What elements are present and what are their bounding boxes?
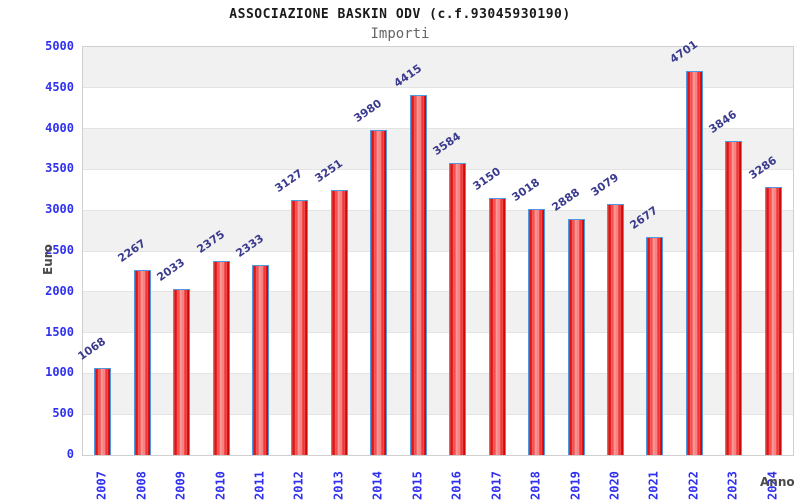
grid-band (83, 291, 793, 333)
x-axis-title: Anno (760, 475, 795, 489)
x-tick-label: 2020 (607, 471, 622, 500)
y-tick-label: 0 (66, 447, 74, 461)
y-tick-label: 4500 (45, 79, 74, 94)
x-tick-label: 2017 (489, 471, 504, 500)
grid-band (83, 168, 793, 210)
bar-2010 (212, 261, 230, 455)
bar-2023 (725, 141, 743, 455)
x-tick-label: 2019 (568, 471, 583, 500)
x-tick-label: 2013 (331, 471, 346, 500)
bar-2024 (764, 186, 782, 455)
bar-2008 (133, 270, 151, 455)
grid-band (83, 414, 793, 456)
grid-band (83, 86, 793, 128)
x-tick-label: 2021 (646, 471, 661, 500)
y-axis-title: Euro (41, 244, 55, 275)
grid-band (83, 373, 793, 415)
chart-subtitle: Importi (370, 26, 430, 42)
x-tick-label: 2022 (686, 471, 701, 500)
y-tick-label: 1000 (45, 365, 74, 380)
x-tick-label: 2008 (134, 471, 149, 500)
x-tick-label: 2009 (173, 471, 188, 500)
y-tick-label: 3000 (45, 202, 74, 217)
y-tick-label: 500 (52, 406, 74, 421)
y-tick-label: 2500 (45, 243, 74, 257)
grid-band (83, 127, 793, 169)
bar-2017 (488, 197, 506, 455)
bar-2018 (528, 208, 546, 455)
x-tick-label: 2023 (725, 471, 740, 500)
bar-2015 (409, 94, 427, 455)
grid-band (83, 47, 793, 87)
chart-title: ASSOCIAZIONE BASKIN ODV (c.f.93045930190… (229, 7, 571, 22)
y-tick-label: 4000 (45, 120, 74, 135)
bar-2007 (94, 367, 112, 455)
x-tick-label: 2015 (410, 471, 425, 500)
bar-2014 (370, 130, 388, 455)
x-tick-label: 2010 (213, 471, 228, 500)
x-tick-label: 2012 (291, 471, 306, 500)
x-tick-label: 2016 (449, 471, 464, 500)
bar-2020 (607, 203, 624, 455)
y-tick-label: 5000 (45, 39, 74, 53)
bar-2011 (252, 264, 269, 455)
bar-2013 (330, 189, 348, 455)
y-tick-label: 2000 (45, 283, 74, 298)
plot-bands (83, 47, 793, 456)
bar-2012 (291, 199, 309, 455)
grid-band (83, 250, 793, 292)
bar-2022 (685, 71, 703, 455)
y-tick-label: 3500 (45, 161, 74, 176)
x-tick-label: 2014 (370, 471, 385, 500)
x-tick-label: 2011 (252, 471, 267, 500)
bar-2019 (567, 219, 585, 455)
bar-2016 (449, 162, 467, 455)
y-tick-label: 1500 (45, 324, 74, 339)
bar-2021 (646, 236, 664, 455)
x-tick-label: 2007 (94, 471, 109, 500)
grid-band (83, 209, 793, 251)
plot-area: 1068 2267 2033 2375 2333 3127 3251 3980 4415 3584… (76, 38, 794, 456)
x-tick-label: 2018 (528, 471, 543, 500)
bar-2009 (173, 289, 191, 455)
grid-band (83, 332, 793, 374)
